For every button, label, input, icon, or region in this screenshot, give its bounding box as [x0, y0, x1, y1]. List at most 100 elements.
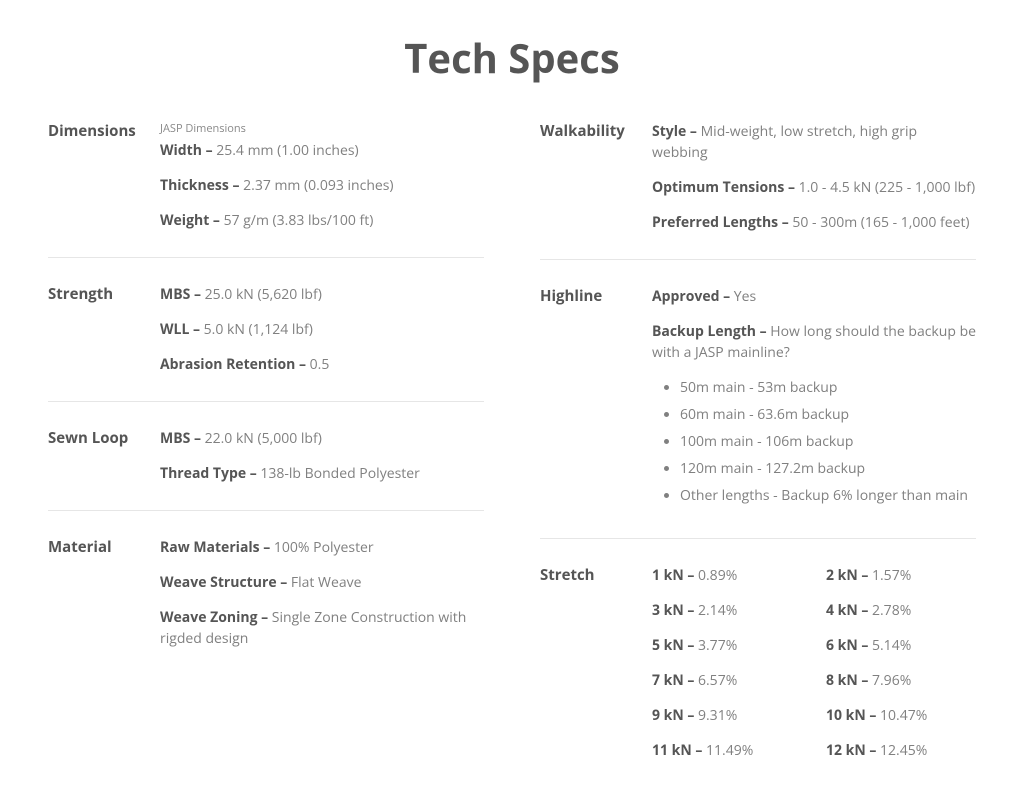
section-material: Material Raw Materials – 100% Polyester …	[48, 537, 484, 649]
stretch-cell: 10 kN – 10.47%	[826, 705, 976, 726]
section-body: 1 kN – 0.89% 2 kN – 1.57% 3 kN – 2.14% 4…	[652, 565, 976, 761]
section-sewn-loop: Sewn Loop MBS – 22.0 kN (5,000 lbf) Thre…	[48, 428, 484, 511]
spec-value: 7.96%	[872, 671, 911, 690]
spec-line: Optimum Tensions – 1.0 - 4.5 kN (225 - 1…	[652, 177, 976, 198]
stretch-cell: 3 kN – 2.14%	[652, 600, 802, 621]
spec-label: 5 kN	[652, 636, 684, 655]
spec-label: Thread Type	[160, 464, 246, 483]
section-body: Raw Materials – 100% Polyester Weave Str…	[160, 537, 484, 649]
spec-line: Width – 25.4 mm (1.00 inches)	[160, 140, 484, 161]
spec-columns: Dimensions JASP Dimensions Width – 25.4 …	[48, 121, 976, 761]
spec-label: 6 kN	[826, 636, 858, 655]
spec-label: Thickness	[160, 176, 229, 195]
spec-line: Weave Structure – Flat Weave	[160, 572, 484, 593]
section-heading: Highline	[540, 286, 652, 512]
spec-line: WLL – 5.0 kN (1,124 lbf)	[160, 319, 484, 340]
spec-value: 12.45%	[880, 741, 927, 760]
stretch-cell: 12 kN – 12.45%	[826, 740, 976, 761]
spec-label: 3 kN	[652, 601, 684, 620]
spec-label: Raw Materials	[160, 538, 260, 557]
section-body: Approved – Yes Backup Length – How long …	[652, 286, 976, 512]
spec-label: 9 kN	[652, 706, 684, 725]
section-heading: Strength	[48, 284, 160, 375]
spec-label: 12 kN	[826, 741, 866, 760]
spec-label: Approved	[652, 287, 720, 306]
spec-label: MBS	[160, 429, 190, 448]
spec-value: 6.57%	[698, 671, 737, 690]
spec-label: Weave Structure	[160, 573, 277, 592]
spec-label: 2 kN	[826, 566, 858, 585]
spec-label: Backup Length	[652, 322, 756, 341]
spec-value: 0.89%	[698, 566, 737, 585]
section-stretch: Stretch 1 kN – 0.89% 2 kN – 1.57% 3 kN –…	[540, 565, 976, 761]
spec-label: WLL	[160, 320, 189, 339]
spec-line: Raw Materials – 100% Polyester	[160, 537, 484, 558]
list-item: 100m main - 106m backup	[680, 431, 976, 452]
section-body: MBS – 25.0 kN (5,620 lbf) WLL – 5.0 kN (…	[160, 284, 484, 375]
page-title: Tech Specs	[48, 30, 976, 85]
stretch-cell: 1 kN – 0.89%	[652, 565, 802, 586]
spec-line: Abrasion Retention – 0.5	[160, 354, 484, 375]
spec-value: Flat Weave	[291, 573, 362, 592]
stretch-cell: 8 kN – 7.96%	[826, 670, 976, 691]
section-heading: Walkability	[540, 121, 652, 233]
spec-value: 11.49%	[706, 741, 753, 760]
spec-label: Width	[160, 141, 202, 160]
spec-value: 2.14%	[698, 601, 737, 620]
spec-label: 1 kN	[652, 566, 684, 585]
section-heading: Dimensions	[48, 121, 160, 231]
section-heading: Material	[48, 537, 160, 649]
spec-value: 10.47%	[880, 706, 927, 725]
stretch-cell: 7 kN – 6.57%	[652, 670, 802, 691]
spec-value: 25.0 kN (5,620 lbf)	[205, 285, 322, 304]
spec-value: 1.57%	[872, 566, 911, 585]
list-item: Other lengths - Backup 6% longer than ma…	[680, 485, 976, 506]
list-item: 120m main - 127.2m backup	[680, 458, 976, 479]
spec-value: 1.0 - 4.5 kN (225 - 1,000 lbf)	[799, 178, 975, 197]
section-body: Style – Mid-weight, low stretch, high gr…	[652, 121, 976, 233]
section-body: MBS – 22.0 kN (5,000 lbf) Thread Type – …	[160, 428, 484, 484]
spec-line: Preferred Lengths – 50 - 300m (165 - 1,0…	[652, 212, 976, 233]
list-item: 60m main - 63.6m backup	[680, 404, 976, 425]
spec-label: MBS	[160, 285, 190, 304]
left-column: Dimensions JASP Dimensions Width – 25.4 …	[48, 121, 484, 761]
spec-value: 2.78%	[872, 601, 911, 620]
spec-line: Approved – Yes	[652, 286, 976, 307]
spec-label: 7 kN	[652, 671, 684, 690]
spec-line: MBS – 22.0 kN (5,000 lbf)	[160, 428, 484, 449]
spec-line: Thread Type – 138-lb Bonded Polyester	[160, 463, 484, 484]
section-walkability: Walkability Style – Mid-weight, low stre…	[540, 121, 976, 260]
section-heading: Sewn Loop	[48, 428, 160, 484]
list-item: 50m main - 53m backup	[680, 377, 976, 398]
spec-line: Thickness – 2.37 mm (0.093 inches)	[160, 175, 484, 196]
spec-value: 5.14%	[872, 636, 911, 655]
spec-label: 4 kN	[826, 601, 858, 620]
spec-value: 3.77%	[698, 636, 737, 655]
stretch-cell: 11 kN – 11.49%	[652, 740, 802, 761]
section-highline: Highline Approved – Yes Backup Length – …	[540, 286, 976, 539]
spec-value: 2.37 mm (0.093 inches)	[243, 176, 393, 195]
stretch-cell: 2 kN – 1.57%	[826, 565, 976, 586]
section-dimensions: Dimensions JASP Dimensions Width – 25.4 …	[48, 121, 484, 258]
spec-label: Optimum Tensions	[652, 178, 784, 197]
right-column: Walkability Style – Mid-weight, low stre…	[540, 121, 976, 761]
stretch-cell: 6 kN – 5.14%	[826, 635, 976, 656]
spec-line: Style – Mid-weight, low stretch, high gr…	[652, 121, 976, 163]
spec-value: 100% Polyester	[274, 538, 374, 557]
spec-label: Abrasion Retention	[160, 355, 295, 374]
stretch-grid: 1 kN – 0.89% 2 kN – 1.57% 3 kN – 2.14% 4…	[652, 565, 976, 761]
spec-label: Style	[652, 122, 686, 141]
backup-length-list: 50m main - 53m backup 60m main - 63.6m b…	[652, 377, 976, 506]
spec-value: 57 g/m (3.83 lbs/100 ft)	[224, 211, 374, 230]
spec-value: Yes	[734, 287, 756, 306]
spec-label: Preferred Lengths	[652, 213, 778, 232]
spec-line: MBS – 25.0 kN (5,620 lbf)	[160, 284, 484, 305]
spec-value: 0.5	[310, 355, 330, 374]
spec-value: 22.0 kN (5,000 lbf)	[205, 429, 322, 448]
spec-label: Weight	[160, 211, 209, 230]
stretch-cell: 4 kN – 2.78%	[826, 600, 976, 621]
stretch-cell: 9 kN – 9.31%	[652, 705, 802, 726]
section-body: JASP Dimensions Width – 25.4 mm (1.00 in…	[160, 121, 484, 231]
spec-value: 5.0 kN (1,124 lbf)	[204, 320, 313, 339]
dimensions-subheading: JASP Dimensions	[160, 121, 484, 138]
